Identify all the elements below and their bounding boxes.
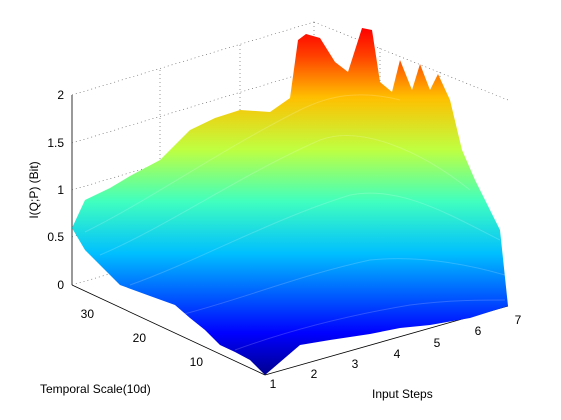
z-tick-3: 1.5 xyxy=(47,136,64,150)
x-tick-7: 7 xyxy=(515,313,522,327)
x-axis-label: Input Steps xyxy=(372,387,433,401)
y-axis-label: Temporal Scale(10d) xyxy=(40,382,151,396)
z-tick-2: 1 xyxy=(57,183,64,197)
y-tick-10: 10 xyxy=(190,355,204,369)
z-tick-1: 0.5 xyxy=(47,230,64,244)
x-tick-2: 2 xyxy=(311,367,318,381)
surface-ridge-lines xyxy=(84,94,506,351)
surface-fill xyxy=(72,28,508,375)
y-ticks: 30 20 10 xyxy=(81,307,204,369)
z-tick-4: 2 xyxy=(57,88,64,102)
z-axis-label: I(Q;P) (Bit) xyxy=(27,161,41,218)
z-ticks: 0 0.5 1 1.5 2 xyxy=(47,88,64,292)
x-tick-4: 4 xyxy=(394,347,401,361)
x-tick-1: 1 xyxy=(270,377,277,391)
y-axis-line xyxy=(71,284,266,376)
x-ticks: 1 2 3 4 5 6 7 xyxy=(270,313,522,391)
x-tick-3: 3 xyxy=(352,357,359,371)
y-tick-20: 20 xyxy=(133,331,147,345)
x-tick-6: 6 xyxy=(475,324,482,338)
surface xyxy=(72,28,508,375)
z-tick-0: 0 xyxy=(57,278,64,292)
y-tick-30: 30 xyxy=(81,307,95,321)
x-tick-5: 5 xyxy=(434,336,441,350)
